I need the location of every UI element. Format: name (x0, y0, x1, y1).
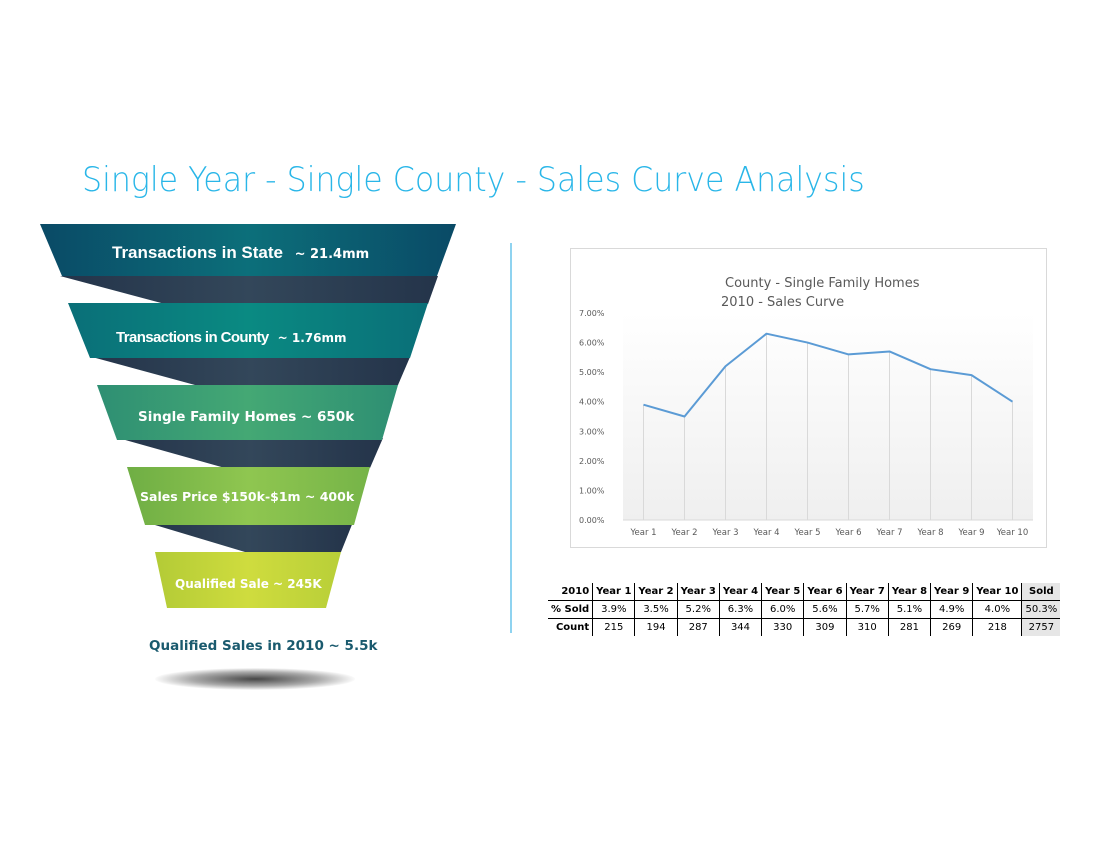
funnel-connector-2 (92, 357, 410, 385)
chart-title: County - Single Family Homes 2010 - Sale… (721, 276, 920, 310)
table-cell: 218 (972, 618, 1022, 636)
table-header: Year 6 (803, 583, 847, 601)
funnel-band-qualified (155, 552, 341, 608)
funnel-band-sfh (97, 385, 398, 440)
x-tick-label: Year 10 (996, 528, 1029, 538)
funnel-stage-sfh: Single Family Homes ~ 650k (138, 409, 355, 425)
table-header-sold: Sold (1021, 583, 1061, 601)
x-tick-label: Year 6 (834, 528, 861, 538)
funnel-connector-4 (145, 522, 353, 552)
section-divider (510, 243, 512, 633)
x-tick-label: Year 2 (670, 528, 697, 538)
funnel-band-county (68, 303, 428, 358)
table-cell: 330 (761, 618, 804, 636)
x-tick-label: Year 9 (957, 528, 984, 538)
y-tick-label: 5.00% (579, 368, 605, 377)
sales-data-table: 2010 Year 1 Year 2 Year 3 Year 4 Year 5 … (548, 583, 1061, 636)
table-cell: 281 (887, 618, 931, 636)
table-header: 2010 (548, 583, 593, 601)
funnel-stage-qualified: Qualified Sale ~ 245K (175, 577, 322, 591)
funnel-shadow (155, 668, 355, 690)
table-header: Year 8 (887, 583, 931, 601)
page-title: Single Year - Single County - Sales Curv… (82, 160, 865, 200)
x-tick-label: Year 3 (711, 528, 738, 538)
funnel-result-label: Qualified Sales in 2010 ~ 5.5k (149, 638, 378, 654)
funnel-stage-state: Transactions in State ~ 21.4mm (112, 243, 370, 262)
table-cell: 344 (718, 618, 762, 636)
table-header: Year 10 (972, 583, 1022, 601)
table-cell-sold: 50.3% (1021, 600, 1061, 619)
y-tick-label: 4.00% (579, 398, 605, 407)
x-tick-label: Year 4 (752, 528, 779, 538)
table-cell: 269 (930, 618, 973, 636)
table-cell: 5.2% (676, 600, 720, 619)
y-tick-label: 3.00% (579, 427, 605, 436)
table-header-row: 2010 Year 1 Year 2 Year 3 Year 4 Year 5 … (548, 583, 1061, 601)
y-tick-label: 2.00% (579, 457, 605, 466)
table-row: Count 215 194 287 344 330 309 310 281 26… (548, 618, 1061, 636)
funnel-band-state (40, 224, 456, 276)
table-cell: 4.9% (930, 600, 973, 619)
table-cell: 6.0% (761, 600, 804, 619)
table-header: Year 9 (930, 583, 973, 601)
y-tick-label: 6.00% (579, 339, 605, 348)
table-header: Year 2 (634, 583, 678, 601)
row-label: % Sold (548, 600, 593, 619)
funnel-stage-county: Transactions in County ~ 1.76mm (116, 329, 347, 346)
funnel-stage-price: Sales Price $150k-$1m ~ 400k (140, 489, 355, 504)
table-cell: 287 (676, 618, 720, 636)
y-tick-label: 7.00% (579, 309, 605, 318)
table-cell: 309 (803, 618, 847, 636)
table-cell-sold: 2757 (1021, 618, 1061, 636)
table-cell: 6.3% (718, 600, 762, 619)
x-tick-label: Year 5 (793, 528, 820, 538)
row-label: Count (555, 622, 590, 633)
table-cell: 3.9% (592, 600, 635, 619)
sales-curve-line (643, 332, 1014, 418)
table-cell: 5.1% (887, 600, 931, 619)
table-header: Year 1 (592, 583, 635, 601)
table-cell: 215 (592, 618, 635, 636)
table-header: Year 4 (718, 583, 762, 601)
x-tick-label: Year 8 (916, 528, 943, 538)
table-header: Year 7 (845, 583, 889, 601)
table-header: Year 3 (676, 583, 720, 601)
table-cell: 5.6% (803, 600, 847, 619)
table-header: Year 5 (761, 583, 804, 601)
y-tick-label: 1.00% (579, 486, 605, 495)
table-cell: 4.0% (972, 600, 1022, 619)
chart-plot: 0.00% 1.00% 2.00% 3.00% 4.00% 5.00% 6.00% 7.00%… (579, 309, 1033, 538)
sales-curve-chart: County - Single Family Homes 2010 - Sale… (570, 248, 1047, 548)
y-tick-label: 0.00% (579, 516, 605, 525)
sales-funnel: Transactions in State ~ 21.4mm Transacti… (0, 0, 500, 720)
table-cell: 5.7% (845, 600, 889, 619)
funnel-band-price (127, 467, 370, 525)
funnel-connector-1 (60, 276, 438, 304)
table-cell: 3.5% (634, 600, 678, 619)
x-tick-label: Year 7 (875, 528, 902, 538)
table-cell: 310 (845, 618, 889, 636)
table-cell: 194 (634, 618, 678, 636)
funnel-graphic (40, 224, 456, 608)
x-tick-label: Year 1 (629, 528, 656, 538)
table-row: % Sold 3.9% 3.5% 5.2% 6.3% 6.0% 5.6% 5.7… (548, 600, 1061, 619)
funnel-connector-3 (118, 438, 383, 468)
